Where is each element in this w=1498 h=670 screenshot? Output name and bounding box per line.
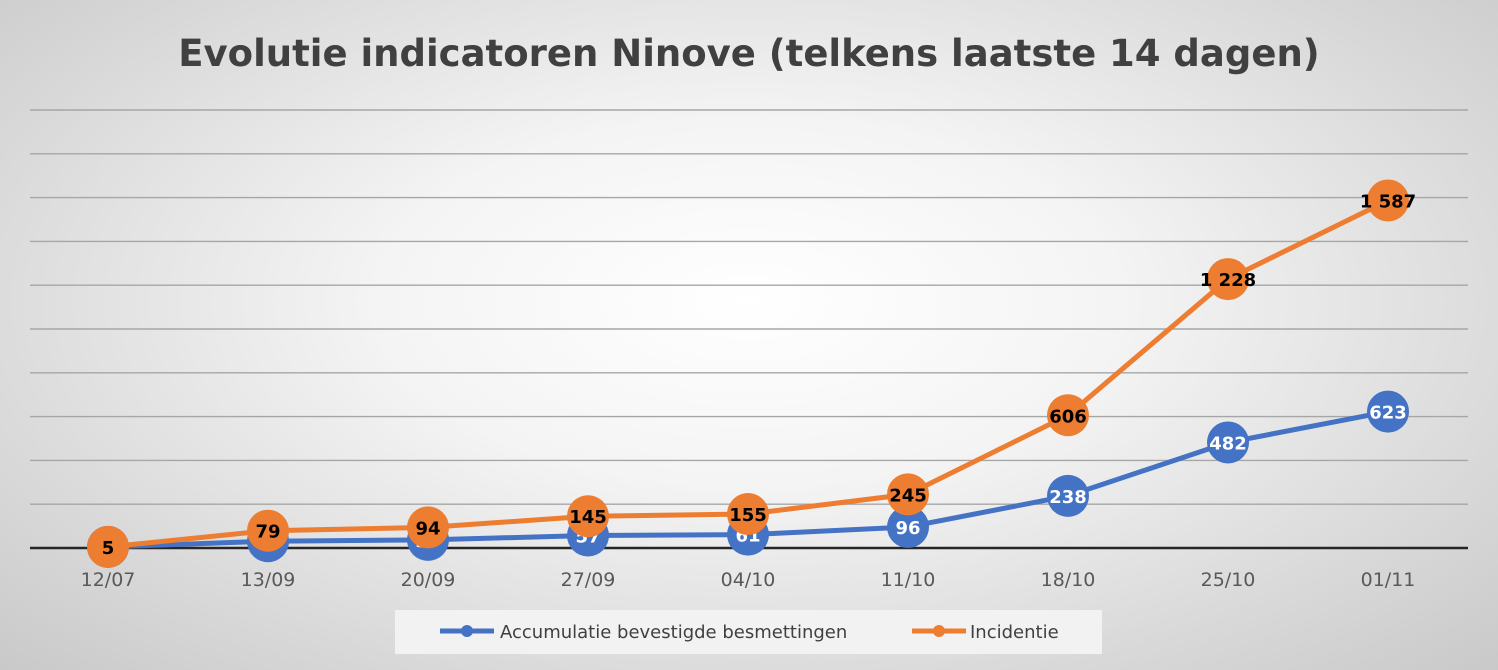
chart-title: Evolutie indicatoren Ninove (telkens laa… [178,32,1319,75]
data-point [87,525,129,568]
data-label: 5 [102,538,115,559]
data-label: 79 [255,522,280,543]
data-point [887,505,929,548]
data-label: 155 [729,505,767,526]
x-tick-label: 27/09 [561,569,616,591]
x-tick-label: 12/07 [81,569,136,591]
x-tick-label: 01/11 [1361,569,1416,591]
data-point [1207,258,1249,301]
legend: Accumulatie bevestigde besmettingen Incid… [395,610,1102,654]
data-point [407,506,449,549]
data-label: 96 [895,518,920,539]
x-tick-label: 04/10 [721,569,776,591]
data-label: 1 587 [1360,191,1416,212]
series-layer: 53137576196238482623579941451552456061 2… [87,179,1416,568]
legend-marker [933,625,945,637]
data-label: 1 228 [1200,270,1256,291]
data-label: 145 [569,507,607,528]
data-point [567,495,609,538]
data-label: 623 [1369,403,1407,424]
data-label: 238 [1049,487,1087,508]
x-tick-label: 20/09 [401,569,456,591]
data-label: 606 [1049,406,1087,427]
legend-item: Incidentie [912,622,1059,643]
data-label: 94 [415,518,440,539]
series-2: 5 79 94 145 155 245 606 1 228 1 587 [87,179,1416,568]
gridlines [30,109,1468,505]
data-point [1047,474,1089,517]
data-point [1367,179,1409,222]
data-point [247,509,289,552]
legend-marker [461,625,473,637]
data-point [727,493,769,536]
data-point [887,473,929,516]
legend-background [395,610,1102,654]
legend-label: Accumulatie bevestigde besmettingen [500,622,847,643]
legend-label: Incidentie [970,622,1059,643]
legend-item: Accumulatie bevestigde besmettingen [440,622,847,643]
data-label: 245 [889,485,927,506]
data-label: 482 [1209,433,1247,454]
x-tick-label: 18/10 [1041,569,1096,591]
x-tick-label: 11/10 [881,569,936,591]
data-point [1207,421,1249,464]
x-tick-label: 13/09 [241,569,296,591]
x-tick-label: 25/10 [1201,569,1256,591]
data-point [1047,394,1089,437]
data-point [1367,390,1409,433]
